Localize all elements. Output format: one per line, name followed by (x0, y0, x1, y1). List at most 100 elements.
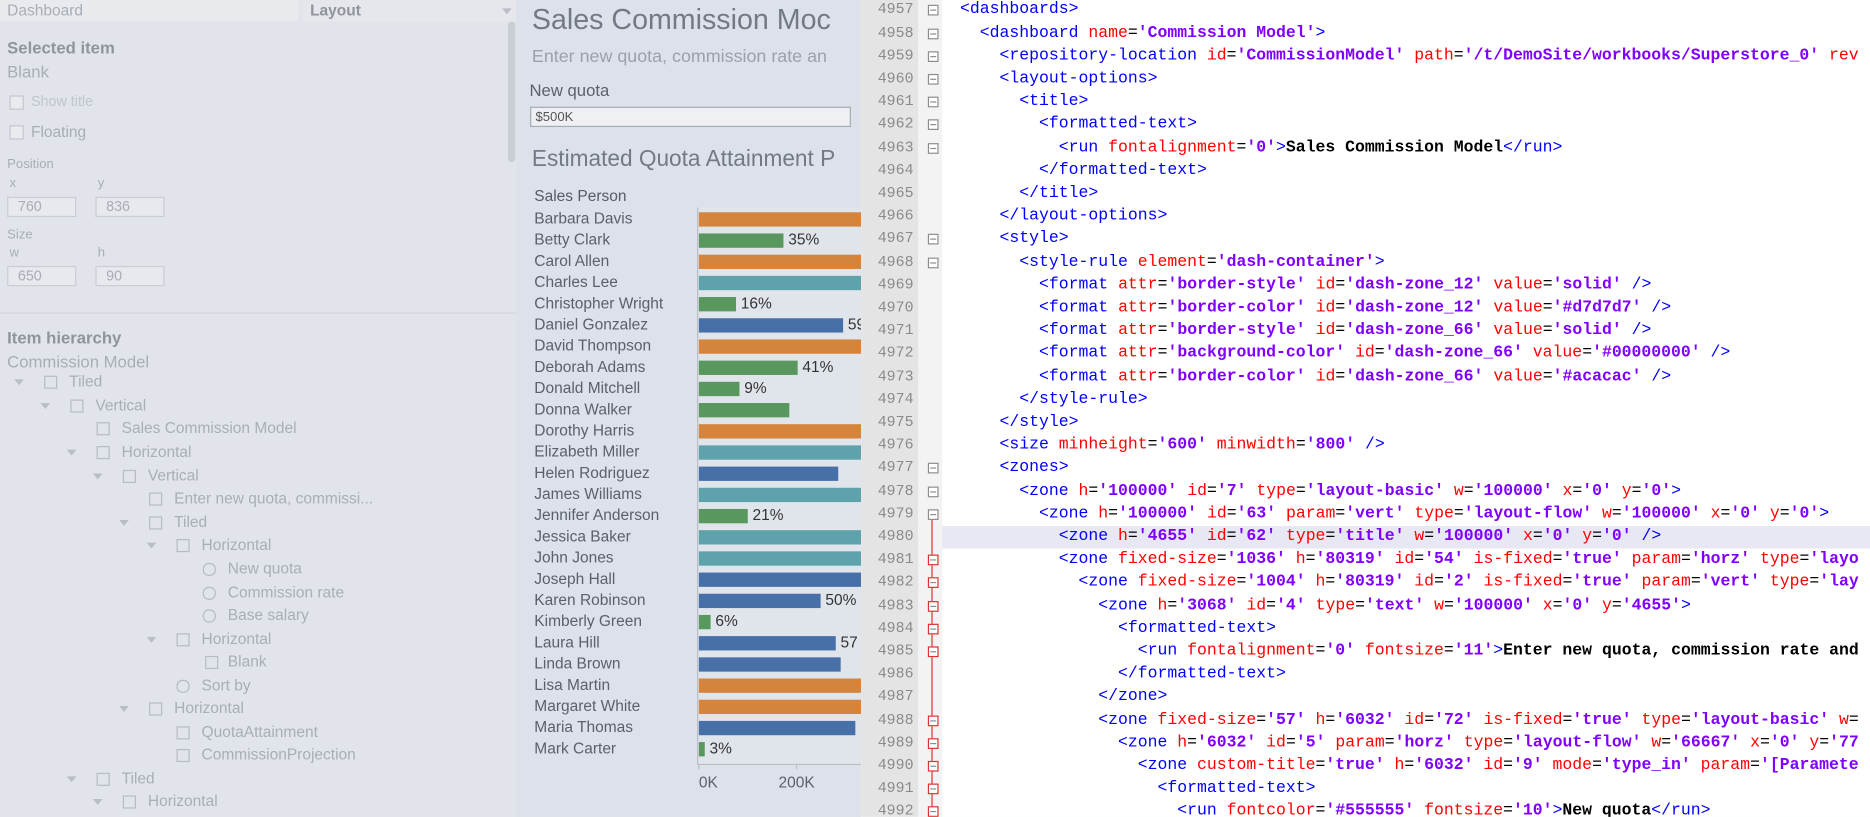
tree-item[interactable]: Tiled (121, 769, 155, 788)
code-token (960, 25, 980, 43)
tree-item[interactable]: New quota (227, 559, 302, 578)
checkbox[interactable] (9, 125, 24, 140)
expand-arrow[interactable] (40, 403, 51, 410)
fold-toggle[interactable] (927, 760, 939, 772)
category-label: Barbara Davis (534, 211, 632, 228)
x-input[interactable]: 760 (7, 196, 77, 218)
fold-toggle[interactable] (927, 600, 939, 612)
fold-toggle[interactable] (927, 28, 939, 39)
field-label: y (97, 176, 105, 191)
tree-item[interactable]: Tiled (174, 512, 208, 531)
hierarchy-root: Commission Model (7, 351, 150, 371)
expand-arrow[interactable] (119, 706, 129, 712)
code-token (1306, 574, 1316, 592)
code-token (1641, 299, 1651, 317)
tree-item[interactable]: Enter new quota, commissi... (174, 488, 374, 507)
tree-item[interactable]: Horizontal (201, 535, 272, 554)
scrollbar-thumb[interactable] (508, 21, 516, 163)
code-line: 4964 </formatted-text> (861, 160, 1870, 183)
fold-toggle[interactable] (927, 806, 939, 817)
attainment-label: 3% (710, 740, 733, 757)
fold-toggle[interactable] (927, 623, 939, 635)
expand-arrow[interactable] (93, 473, 103, 480)
expand-arrow[interactable] (14, 379, 24, 386)
tree-item[interactable]: Horizontal (121, 442, 192, 461)
tree-item[interactable]: QuotaAttainment (201, 722, 318, 741)
fold-toggle[interactable] (927, 96, 939, 108)
fold-toggle[interactable] (927, 234, 939, 245)
tree-item[interactable]: Base salary (227, 605, 309, 624)
expand-arrow[interactable] (93, 799, 103, 806)
fold-toggle[interactable] (927, 646, 939, 658)
fold-toggle[interactable] (927, 577, 939, 589)
tree-item[interactable]: Vertical (147, 466, 199, 485)
dashboard-subtitle: Enter new quota, commission rate an (532, 46, 827, 66)
code-token: param (1335, 734, 1385, 753)
layout-tab[interactable]: Layout (302, 0, 517, 22)
code-token: '100000' (1453, 597, 1533, 615)
tree-item[interactable]: Commission rate (227, 583, 345, 602)
fold-toggle[interactable] (927, 119, 939, 131)
expand-arrow[interactable] (119, 519, 129, 526)
section-heading: Item hierarchy (7, 327, 122, 348)
dropdown-arrow[interactable] (502, 8, 512, 15)
fold-toggle[interactable] (927, 73, 939, 85)
code-token: '1004' (1246, 574, 1306, 592)
code-token: = (1414, 551, 1425, 570)
code-token: <zone (1058, 528, 1109, 547)
fold-toggle[interactable] (927, 257, 939, 268)
code-token: = (1592, 757, 1602, 776)
quota-input[interactable] (530, 106, 851, 128)
checkbox[interactable] (9, 95, 24, 110)
code-text: </formatted-text> (960, 663, 1286, 686)
code-token: is-fixed (1483, 574, 1563, 592)
code-token: id (1266, 734, 1286, 753)
tree-item[interactable]: CommissionProjection (201, 745, 356, 764)
fold-toggle[interactable] (927, 715, 939, 726)
bar (698, 678, 862, 693)
code-token: rev (1829, 47, 1859, 66)
code-token: = (1374, 345, 1385, 364)
tree-item[interactable]: Sales Commission Model (121, 418, 297, 437)
tree-item[interactable]: Sort by (201, 676, 251, 695)
code-token (1483, 276, 1493, 294)
code-token: value (1493, 299, 1543, 318)
tree-item[interactable]: Vertical (95, 395, 147, 414)
code-token: value (1493, 368, 1543, 386)
y-input[interactable]: 836 (95, 196, 165, 218)
code-token: = (1542, 299, 1553, 318)
dashboard-tab[interactable]: Dashboard (0, 0, 299, 22)
code-token: /> (1631, 322, 1652, 341)
fold-toggle[interactable] (927, 783, 939, 795)
code-line: 4960 <layout-options> (861, 68, 1870, 91)
expand-arrow[interactable] (146, 542, 157, 549)
expand-arrow[interactable] (66, 449, 77, 456)
fold-toggle[interactable] (927, 5, 939, 16)
tree-item[interactable]: Tiled (69, 372, 103, 390)
fold-toggle[interactable] (927, 51, 939, 62)
w-input[interactable]: 650 (7, 265, 77, 287)
tree-item[interactable]: Horizontal (174, 698, 244, 717)
h-input[interactable]: 90 (95, 265, 165, 287)
tree-item[interactable]: Blank (227, 652, 267, 671)
code-token: '1036' (1226, 551, 1286, 570)
fold-toggle[interactable] (927, 463, 939, 474)
fold-toggle[interactable] (927, 737, 939, 749)
code-text: <zone fixed-size='1036' h='80319' id='54… (960, 549, 1859, 572)
code-token: = (1503, 734, 1514, 753)
code-token (1306, 597, 1316, 615)
fold-toggle[interactable] (927, 142, 939, 154)
bar (698, 551, 862, 566)
quota-input-value[interactable]: $500K (535, 109, 573, 124)
fold-toggle[interactable] (927, 508, 939, 520)
code-token: = (1453, 47, 1464, 66)
line-number: 4986 (877, 665, 914, 683)
expand-arrow[interactable] (66, 776, 77, 783)
tree-item[interactable]: Horizontal (147, 791, 218, 810)
fold-toggle[interactable] (927, 554, 939, 566)
code-token: = (1226, 528, 1237, 547)
tree-item[interactable]: Horizontal (201, 629, 272, 648)
expand-arrow[interactable] (146, 636, 157, 643)
fold-toggle[interactable] (927, 486, 939, 497)
code-token: > (1088, 184, 1099, 203)
